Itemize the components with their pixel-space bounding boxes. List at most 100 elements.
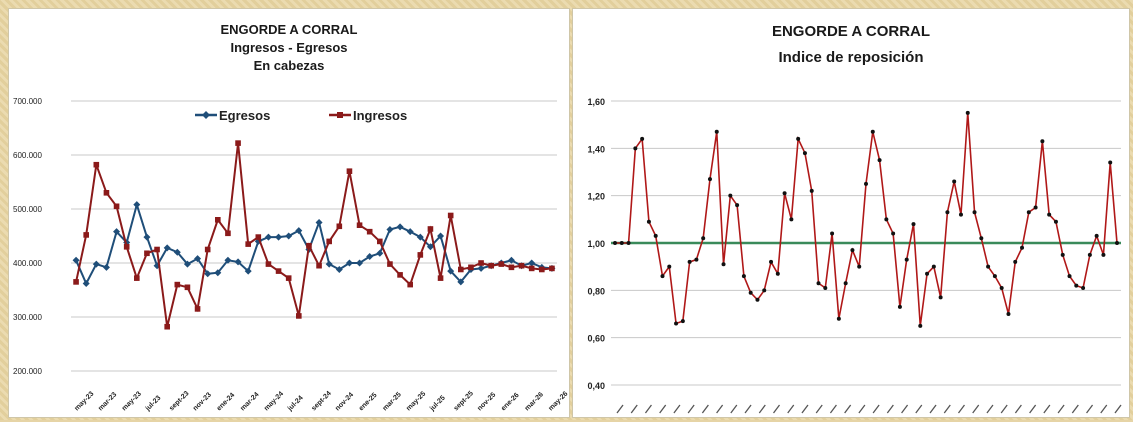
data-point-egresos [204, 270, 212, 278]
x-tick-label: nov-25 [476, 391, 497, 412]
data-point-indice [918, 323, 923, 328]
x-tick-label: nov-24 [334, 391, 355, 412]
data-point-indice [857, 264, 862, 269]
data-point-indice [884, 217, 889, 222]
data-point-ingresos [488, 262, 494, 269]
data-point-ingresos [549, 265, 555, 272]
data-point-indice [701, 236, 706, 241]
data-point-ingresos [154, 246, 160, 253]
data-point-indice [714, 129, 719, 134]
data-point-ingresos [447, 212, 454, 219]
data-point-indice [911, 222, 916, 227]
data-point-egresos [376, 249, 384, 257]
data-point-indice [999, 285, 1004, 290]
data-point-egresos [477, 264, 485, 272]
y-tick-label: 700.000 [13, 97, 42, 106]
data-point-indice [945, 210, 950, 215]
x-tick-label: ene-25 [358, 392, 379, 413]
data-point-egresos [173, 248, 181, 256]
data-point-ingresos [498, 261, 505, 267]
series-line-indice [615, 112, 1118, 326]
data-point-egresos [285, 232, 293, 240]
data-point-ingresos [356, 222, 363, 228]
data-point-indice [1040, 139, 1045, 144]
data-point-indice [674, 321, 679, 326]
data-point-indice [870, 129, 875, 134]
legend-ingresos: Ingresos [329, 108, 407, 123]
x-tick-mark [1057, 404, 1065, 414]
y-tick-label: 1,20 [587, 192, 605, 202]
data-point-indice [823, 285, 828, 290]
data-point-egresos [143, 233, 151, 241]
data-point-indice [836, 316, 841, 321]
data-point-ingresos [468, 264, 474, 271]
data-point-indice [782, 191, 787, 196]
data-point-indice [1013, 259, 1018, 264]
data-point-ingresos [437, 275, 444, 281]
data-point-ingresos [144, 250, 150, 257]
data-point-ingresos [387, 261, 393, 267]
data-point-ingresos [275, 268, 282, 274]
data-point-ingresos [204, 246, 211, 253]
x-tick-mark [1086, 404, 1094, 414]
data-point-ingresos [407, 281, 413, 288]
series-line-egresos [75, 201, 553, 286]
chart-title-line-1: ENGORDE A CORRAL [220, 22, 358, 37]
data-point-indice [1101, 252, 1106, 257]
data-point-egresos [366, 253, 374, 261]
data-point-ingresos [377, 238, 383, 245]
data-point-ingresos [316, 262, 322, 269]
data-point-indice [1094, 233, 1099, 238]
data-point-egresos [507, 256, 515, 264]
data-point-indice [809, 188, 814, 193]
legend-marker [337, 112, 343, 118]
data-point-ingresos [306, 242, 312, 249]
chart-panel-indice-reposicion: ENGORDE A CORRAL Indice de reposición 0,… [572, 8, 1130, 418]
data-point-egresos [92, 260, 100, 268]
x-tick-mark [1071, 404, 1079, 414]
data-point-indice [653, 233, 658, 238]
data-point-indice [687, 259, 692, 264]
data-point-ingresos [113, 203, 120, 210]
data-point-egresos [335, 265, 343, 273]
y-tick-label: 0,60 [587, 334, 605, 344]
x-tick-label: jul-25 [428, 394, 447, 413]
x-tick-mark [716, 404, 724, 414]
y-tick-label: 400.000 [13, 259, 42, 268]
x-tick-mark [915, 404, 923, 414]
data-point-indice [958, 212, 963, 217]
data-point-indice [972, 210, 977, 215]
data-point-ingresos [265, 261, 272, 267]
data-point-indice [925, 271, 930, 276]
data-point-indice [755, 297, 760, 302]
x-tick-label: sept-24 [310, 390, 332, 412]
chart-title-line-2: Ingresos - Egresos [230, 40, 348, 55]
x-tick-mark [1114, 404, 1122, 414]
data-point-ingresos [346, 168, 353, 174]
y-tick-label: 0,80 [587, 286, 605, 296]
x-tick-mark [673, 404, 681, 414]
y-tick-label: 1,00 [587, 239, 605, 249]
data-point-indice [850, 248, 855, 253]
data-point-indice [1067, 274, 1072, 279]
x-tick-mark [1043, 404, 1051, 414]
x-tick-mark [787, 404, 795, 414]
data-point-ingresos [528, 265, 535, 272]
x-tick-mark [943, 404, 951, 414]
data-point-indice [1115, 241, 1119, 245]
x-tick-mark [730, 404, 738, 414]
data-point-egresos [437, 232, 445, 240]
chart-title-line-2: Indice de reposición [778, 49, 924, 66]
x-tick-label: may-24 [263, 390, 285, 412]
data-point-egresos [102, 263, 110, 271]
data-point-ingresos [174, 281, 181, 288]
data-point-egresos [345, 259, 353, 267]
data-point-indice [1053, 219, 1058, 224]
data-point-indice [891, 231, 896, 236]
x-tick-label: ene-24 [216, 392, 237, 413]
data-point-ingresos [73, 279, 79, 285]
y-tick-label: 300.000 [13, 313, 42, 322]
x-tick-mark [901, 404, 909, 414]
x-tick-label: sept-25 [453, 390, 475, 412]
x-tick-mark [701, 404, 709, 414]
